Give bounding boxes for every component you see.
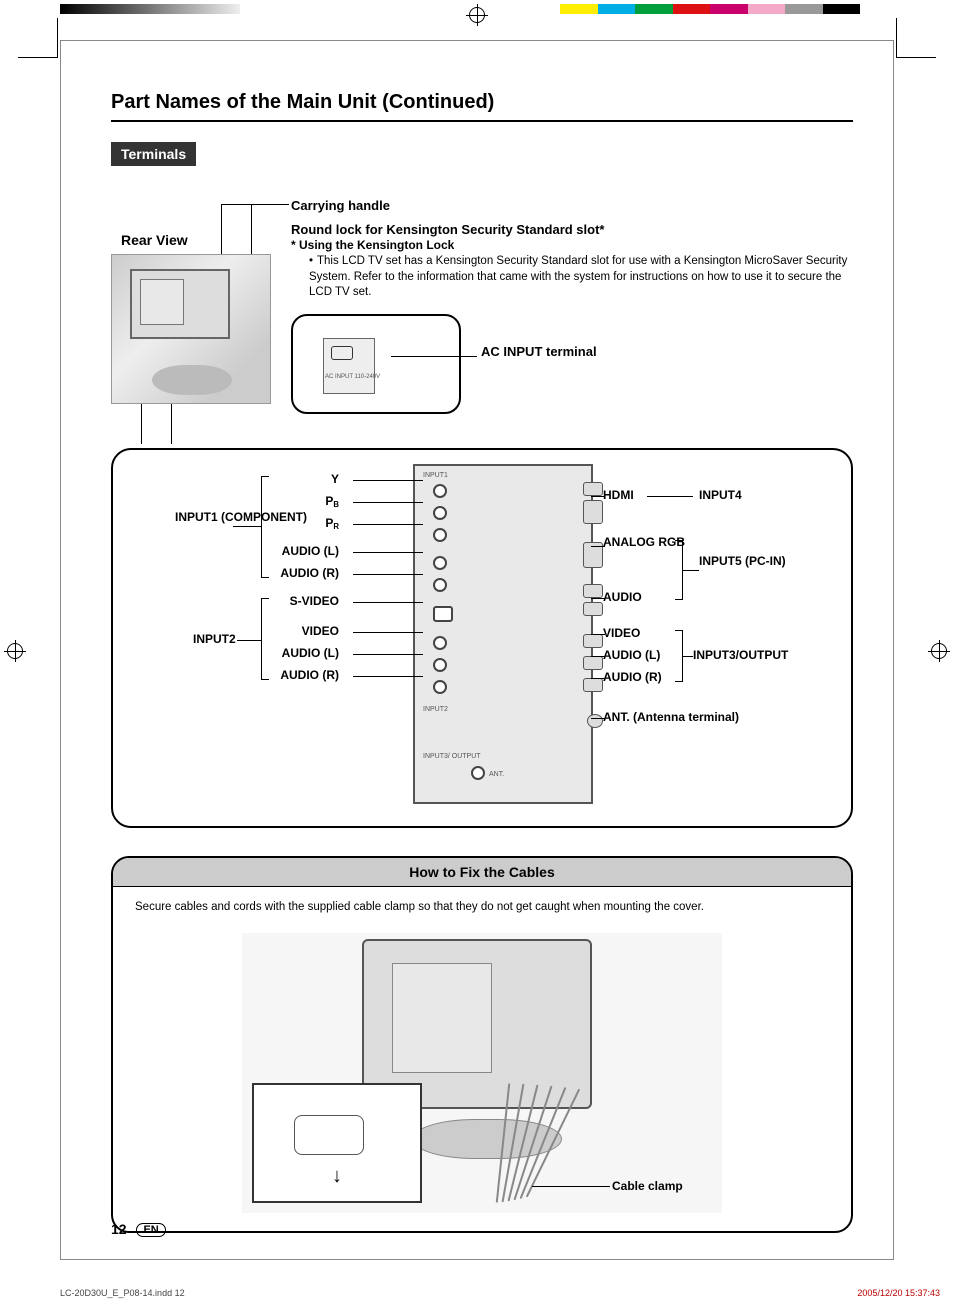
kensington-body-text: This LCD TV set has a Kensington Securit… [309, 255, 847, 298]
crop-mark [18, 18, 58, 58]
color-bar [560, 4, 860, 14]
kensington-subtitle: * Using the Kensington Lock [291, 238, 454, 252]
label-pr: PR [325, 516, 339, 531]
indd-filepath: LC-20D30U_E_P08-14.indd 12 [60, 1288, 185, 1298]
page-number: 12 [111, 1221, 127, 1237]
grayscale-bar [60, 4, 240, 14]
crop-mark [896, 18, 936, 58]
leader-line [251, 204, 252, 260]
label-audio-r2: AUDIO (R) [280, 668, 339, 682]
label-y: Y [331, 472, 339, 486]
terminals-diagram: INPUT1 INPUT2 ANT. INPUT3/ OUTPUT Y PB P… [111, 448, 853, 828]
carrying-handle-label: Carrying handle [291, 198, 390, 213]
label-input2: INPUT2 [193, 632, 236, 646]
crosshair-icon [466, 4, 488, 26]
crosshair-icon [928, 640, 950, 662]
label-input1: INPUT1 (COMPONENT) [175, 510, 255, 524]
howto-body: Secure cables and cords with the supplie… [113, 887, 851, 923]
cable-clamp-label: Cable clamp [612, 1179, 683, 1193]
leader-line [141, 404, 142, 444]
leader-line [171, 404, 172, 444]
ac-tiny-text: AC INPUT 110-240V [325, 374, 380, 380]
down-arrow-icon: ↓ [332, 1165, 342, 1188]
section-heading: Terminals [111, 142, 196, 166]
label-input4: INPUT4 [699, 488, 742, 502]
page-title: Part Names of the Main Unit (Continued) [111, 91, 853, 122]
language-badge: EN [136, 1223, 165, 1237]
label-audio-l-r: AUDIO (L) [603, 648, 660, 662]
page-footer: 12 EN [111, 1221, 166, 1237]
label-analog-rgb: ANALOG RGB [603, 536, 685, 549]
rear-view-illustration [111, 254, 271, 404]
top-block: Carrying handle Round lock for Kensingto… [111, 184, 853, 444]
print-timestamp: 2005/12/20 15:37:43 [857, 1288, 940, 1298]
label-video: VIDEO [302, 624, 339, 638]
label-audio-pc: AUDIO [603, 590, 642, 604]
bracket-input3 [675, 630, 683, 682]
label-audio-r-r: AUDIO (R) [603, 670, 662, 684]
howto-box: How to Fix the Cables Secure cables and … [111, 856, 853, 1233]
label-audio-r: AUDIO (R) [280, 566, 339, 580]
howto-inset: ↓ [252, 1083, 422, 1203]
leader-line [221, 204, 222, 260]
label-audio-l2: AUDIO (L) [282, 646, 339, 660]
bracket-input2 [261, 598, 269, 680]
kensington-body: •This LCD TV set has a Kensington Securi… [309, 254, 849, 301]
bracket-input5 [675, 540, 683, 600]
kensington-title: Round lock for Kensington Security Stand… [291, 222, 604, 237]
label-input3-output: INPUT3/OUTPUT [693, 648, 788, 662]
howto-title: How to Fix the Cables [113, 858, 851, 887]
leader-line [391, 356, 477, 357]
label-audio-l: AUDIO (L) [282, 544, 339, 558]
ac-input-illustration: AC INPUT 110-240V [291, 314, 461, 414]
label-pb: PB [325, 494, 339, 509]
leader-line [221, 204, 289, 205]
label-antenna: ANT. (Antenna terminal) [603, 710, 739, 724]
label-video-r: VIDEO [603, 626, 640, 640]
howto-illustration: ↓ Cable clamp [242, 933, 722, 1213]
bracket-input1 [261, 476, 269, 578]
rear-view-label: Rear View [121, 232, 188, 248]
label-hdmi: HDMI [603, 488, 634, 502]
crosshair-icon [4, 640, 26, 662]
label-svideo: S-VIDEO [290, 594, 339, 608]
terminal-panel-illustration: INPUT1 INPUT2 ANT. INPUT3/ OUTPUT [413, 464, 593, 804]
manual-page: Part Names of the Main Unit (Continued) … [60, 40, 894, 1260]
label-input5: INPUT5 (PC-IN) [699, 554, 786, 568]
ac-input-label: AC INPUT terminal [481, 344, 597, 360]
